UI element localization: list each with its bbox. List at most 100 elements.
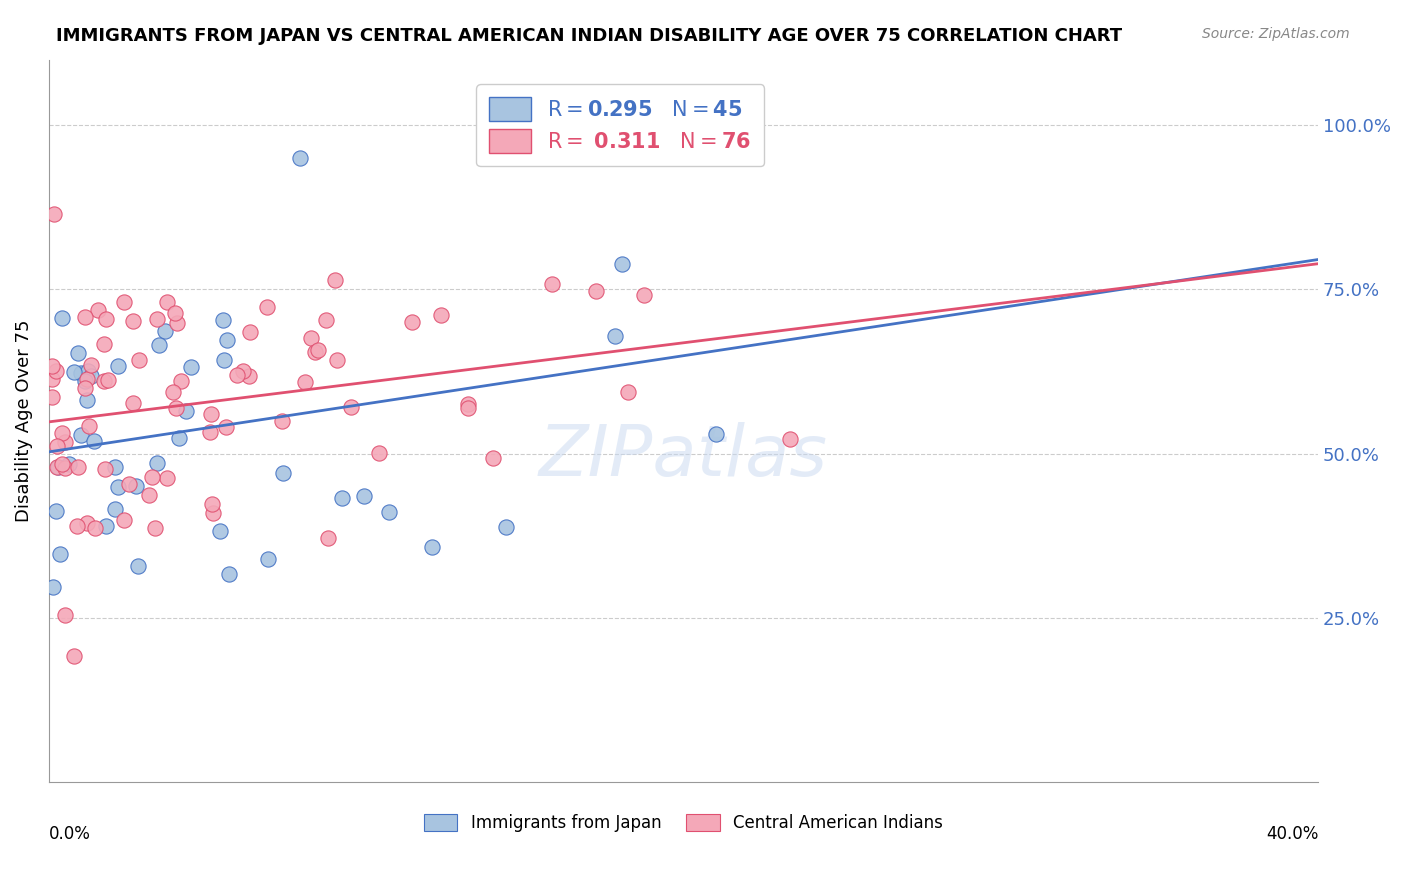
Text: 40.0%: 40.0% xyxy=(1265,825,1319,844)
Point xyxy=(138,488,160,502)
Point xyxy=(127,558,149,573)
Point xyxy=(93,337,115,351)
Point xyxy=(208,524,231,538)
Point xyxy=(41,372,63,386)
Point xyxy=(73,374,96,388)
Point xyxy=(225,368,247,383)
Point xyxy=(146,312,169,326)
Point xyxy=(76,393,98,408)
Point xyxy=(257,551,280,566)
Point xyxy=(211,313,233,327)
Point xyxy=(165,401,187,415)
Point xyxy=(41,359,63,374)
Point xyxy=(76,516,98,530)
Point xyxy=(80,368,103,383)
Point xyxy=(330,491,353,505)
Point xyxy=(201,497,224,511)
Point xyxy=(457,397,479,411)
Point xyxy=(76,364,98,378)
Point xyxy=(70,366,93,380)
Text: IMMIGRANTS FROM JAPAN VS CENTRAL AMERICAN INDIAN DISABILITY AGE OVER 75 CORRELAT: IMMIGRANTS FROM JAPAN VS CENTRAL AMERICA… xyxy=(56,27,1122,45)
Point xyxy=(148,338,170,352)
Point xyxy=(58,457,80,471)
Point xyxy=(273,467,295,481)
Point xyxy=(70,428,93,442)
Point xyxy=(430,308,453,322)
Point xyxy=(118,477,141,491)
Point xyxy=(367,446,389,460)
Point xyxy=(326,353,349,368)
Point xyxy=(378,504,401,518)
Point xyxy=(162,385,184,400)
Point xyxy=(180,359,202,374)
Text: Source: ZipAtlas.com: Source: ZipAtlas.com xyxy=(1202,27,1350,41)
Point xyxy=(42,581,65,595)
Point xyxy=(585,285,607,299)
Point xyxy=(104,460,127,475)
Point xyxy=(51,425,73,440)
Point xyxy=(53,435,76,450)
Point xyxy=(200,407,222,421)
Point xyxy=(256,301,278,315)
Point xyxy=(288,152,311,166)
Point xyxy=(299,331,322,345)
Point xyxy=(239,326,262,340)
Point xyxy=(482,450,505,465)
Point xyxy=(143,520,166,534)
Point xyxy=(51,311,73,326)
Point xyxy=(304,345,326,359)
Point xyxy=(145,456,167,470)
Point xyxy=(340,401,363,415)
Point xyxy=(67,459,90,474)
Point xyxy=(616,385,638,400)
Point xyxy=(75,380,97,394)
Point xyxy=(457,401,479,416)
Point xyxy=(62,648,84,663)
Point xyxy=(121,395,143,409)
Point xyxy=(45,503,67,517)
Text: ZIPatlas: ZIPatlas xyxy=(538,423,828,491)
Point xyxy=(84,521,107,535)
Point xyxy=(198,425,221,439)
Point xyxy=(141,470,163,484)
Point xyxy=(307,343,329,358)
Point xyxy=(679,105,702,120)
Point xyxy=(51,457,73,471)
Point xyxy=(62,365,84,379)
Point xyxy=(122,313,145,327)
Point xyxy=(93,375,115,389)
Point xyxy=(170,374,193,388)
Point xyxy=(232,364,254,378)
Point xyxy=(156,295,179,310)
Point xyxy=(202,506,225,520)
Point xyxy=(112,512,135,526)
Point xyxy=(107,480,129,494)
Point xyxy=(94,462,117,476)
Point xyxy=(271,413,294,427)
Point xyxy=(45,459,67,474)
Point xyxy=(45,439,67,453)
Legend: Immigrants from Japan, Central American Indians: Immigrants from Japan, Central American … xyxy=(418,807,949,838)
Point xyxy=(779,432,801,446)
Point xyxy=(238,369,260,384)
Point xyxy=(76,372,98,386)
Point xyxy=(212,352,235,367)
Point xyxy=(103,502,125,516)
Point xyxy=(86,303,108,318)
Point xyxy=(353,489,375,503)
Point xyxy=(176,403,198,417)
Y-axis label: Disability Age Over 75: Disability Age Over 75 xyxy=(15,319,32,522)
Point xyxy=(316,531,339,545)
Point xyxy=(77,419,100,434)
Point xyxy=(166,316,188,330)
Point xyxy=(156,471,179,485)
Point xyxy=(323,273,346,287)
Point xyxy=(96,312,118,326)
Point xyxy=(633,288,655,302)
Point xyxy=(53,607,76,622)
Point xyxy=(128,353,150,368)
Point xyxy=(107,359,129,373)
Point xyxy=(704,427,727,442)
Point xyxy=(610,257,633,271)
Point xyxy=(53,460,76,475)
